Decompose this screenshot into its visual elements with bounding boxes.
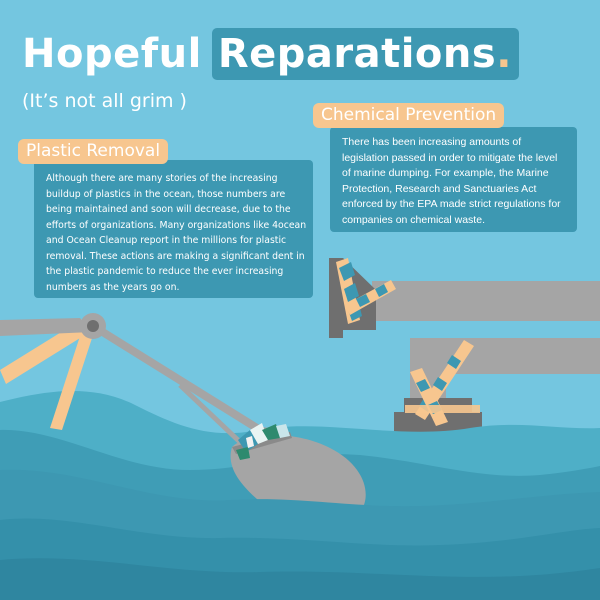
chemical-prevention-text: There has been increasing amounts of leg… (342, 136, 561, 226)
chemical-prevention-heading: Chemical Prevention (313, 103, 505, 128)
chemical-prevention-card: There has been increasing amounts of leg… (330, 127, 577, 232)
chain-lower-icon (405, 340, 480, 426)
title-highlight: Reparations. (211, 28, 520, 80)
title-dot: . (496, 31, 512, 77)
plastic-removal-heading: Plastic Removal (18, 139, 169, 164)
plastic-debris-icon (236, 423, 290, 460)
plastic-removal-text: Although there are many stories of the i… (46, 173, 307, 293)
wave-floor (0, 558, 600, 600)
subtitle: (It’s not all grim ) (22, 90, 187, 112)
crane-arm-icon (0, 313, 283, 444)
title-word-2: Reparations (217, 31, 497, 77)
page-title: Hopeful Reparations. (22, 28, 520, 80)
crane-legs-icon (0, 318, 94, 430)
plastic-removal-card: Although there are many stories of the i… (34, 160, 313, 298)
chain-upper-icon (336, 258, 396, 324)
title-word-1: Hopeful (22, 31, 202, 77)
